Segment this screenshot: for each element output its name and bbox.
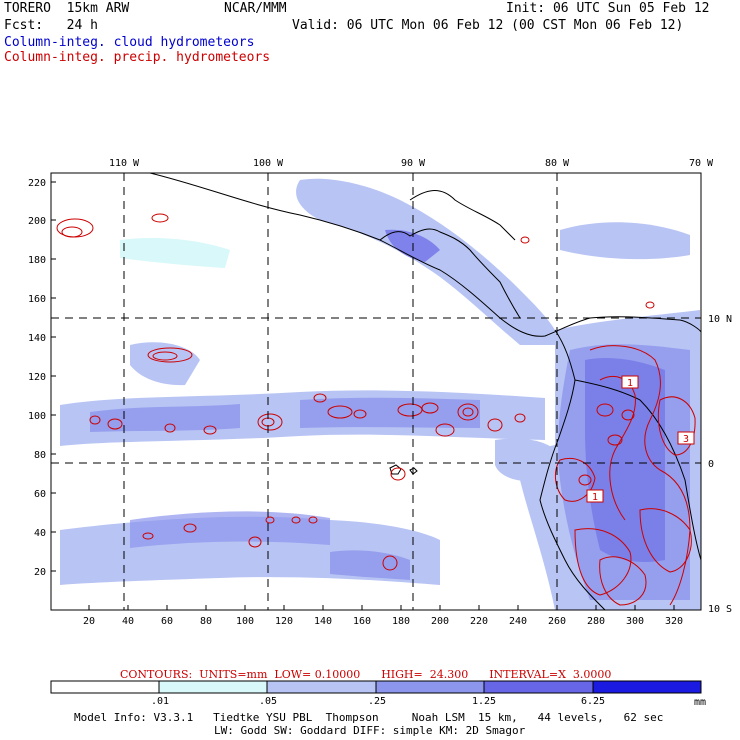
colorbar-label: .01 — [151, 696, 170, 707]
lat-label-0: 0 — [708, 459, 714, 470]
y-label: 20 — [34, 567, 46, 578]
colorbar-label: 1.25 — [472, 696, 497, 707]
x-label: 20 — [83, 616, 95, 627]
lon-label-100w: 100 W — [253, 158, 284, 169]
model-title: TORERO 15km ARW — [4, 1, 130, 16]
coastlines — [149, 173, 701, 610]
lon-label-90w: 90 W — [401, 158, 426, 169]
tick-marks — [51, 181, 675, 610]
x-label: 140 — [314, 616, 332, 627]
init-time: Init: 06 UTC Sun 05 Feb 12 — [506, 1, 710, 16]
valid-time: Valid: 06 UTC Mon 06 Feb 12 (00 CST Mon … — [292, 18, 684, 33]
colorbar-label: .05 — [259, 696, 278, 707]
y-label: 140 — [28, 333, 46, 344]
lon-label-80w: 80 W — [545, 158, 570, 169]
lon-label-70w: 70 W — [689, 158, 714, 169]
lat-label-10s: 10 S — [708, 604, 732, 615]
x-label: 280 — [587, 616, 605, 627]
colorbar-label: 6.25 — [581, 696, 606, 707]
x-label: 180 — [392, 616, 410, 627]
contour-value-labels: 1 3 1 — [586, 375, 695, 503]
x-label: 120 — [275, 616, 293, 627]
y-label: 180 — [28, 255, 46, 266]
y-label: 120 — [28, 372, 46, 383]
y-label: 100 — [28, 411, 46, 422]
model-info-line1: Model Info: V3.3.1 Tiedtke YSU PBL Thomp… — [74, 711, 664, 724]
plot-frame — [50, 172, 702, 611]
lon-label-110w: 110 W — [109, 158, 140, 169]
x-label: 80 — [200, 616, 212, 627]
cloud-field-label: Column-integ. cloud hydrometeors — [4, 35, 255, 50]
x-label: 220 — [470, 616, 488, 627]
x-label: 200 — [431, 616, 449, 627]
contour-label: 1 — [592, 492, 598, 503]
org-label: NCAR/MMM — [224, 1, 287, 16]
x-label: 100 — [236, 616, 254, 627]
y-label: 220 — [28, 178, 46, 189]
y-label: 200 — [28, 216, 46, 227]
contour-label: 1 — [627, 378, 633, 389]
precip-field-label: Column-integ. precip. hydrometeors — [4, 50, 271, 65]
y-label: 80 — [34, 450, 46, 461]
x-label: 240 — [509, 616, 527, 627]
x-label: 320 — [665, 616, 683, 627]
y-label: 160 — [28, 294, 46, 305]
forecast-hour: Fcst: 24 h — [4, 18, 98, 33]
colorbar-units: mm — [694, 697, 707, 708]
x-label: 60 — [161, 616, 173, 627]
x-label: 300 — [626, 616, 644, 627]
contour-label: 3 — [683, 434, 689, 445]
x-label: 40 — [122, 616, 134, 627]
y-label: 40 — [34, 528, 46, 539]
cloud-shading — [60, 178, 701, 610]
x-label: 260 — [548, 616, 566, 627]
model-info-line2: LW: Godd SW: Goddard DIFF: simple KM: 2D… — [214, 724, 526, 737]
lat-label-10n: 10 N — [708, 314, 732, 325]
y-label: 60 — [34, 489, 46, 500]
contours-info: CONTOURS: UNITS=mm LOW= 0.10000 HIGH= 24… — [120, 668, 612, 681]
grid-lines — [51, 173, 701, 610]
x-label: 160 — [353, 616, 371, 627]
colorbar-label: .25 — [368, 696, 387, 707]
colorbar — [50, 680, 702, 694]
